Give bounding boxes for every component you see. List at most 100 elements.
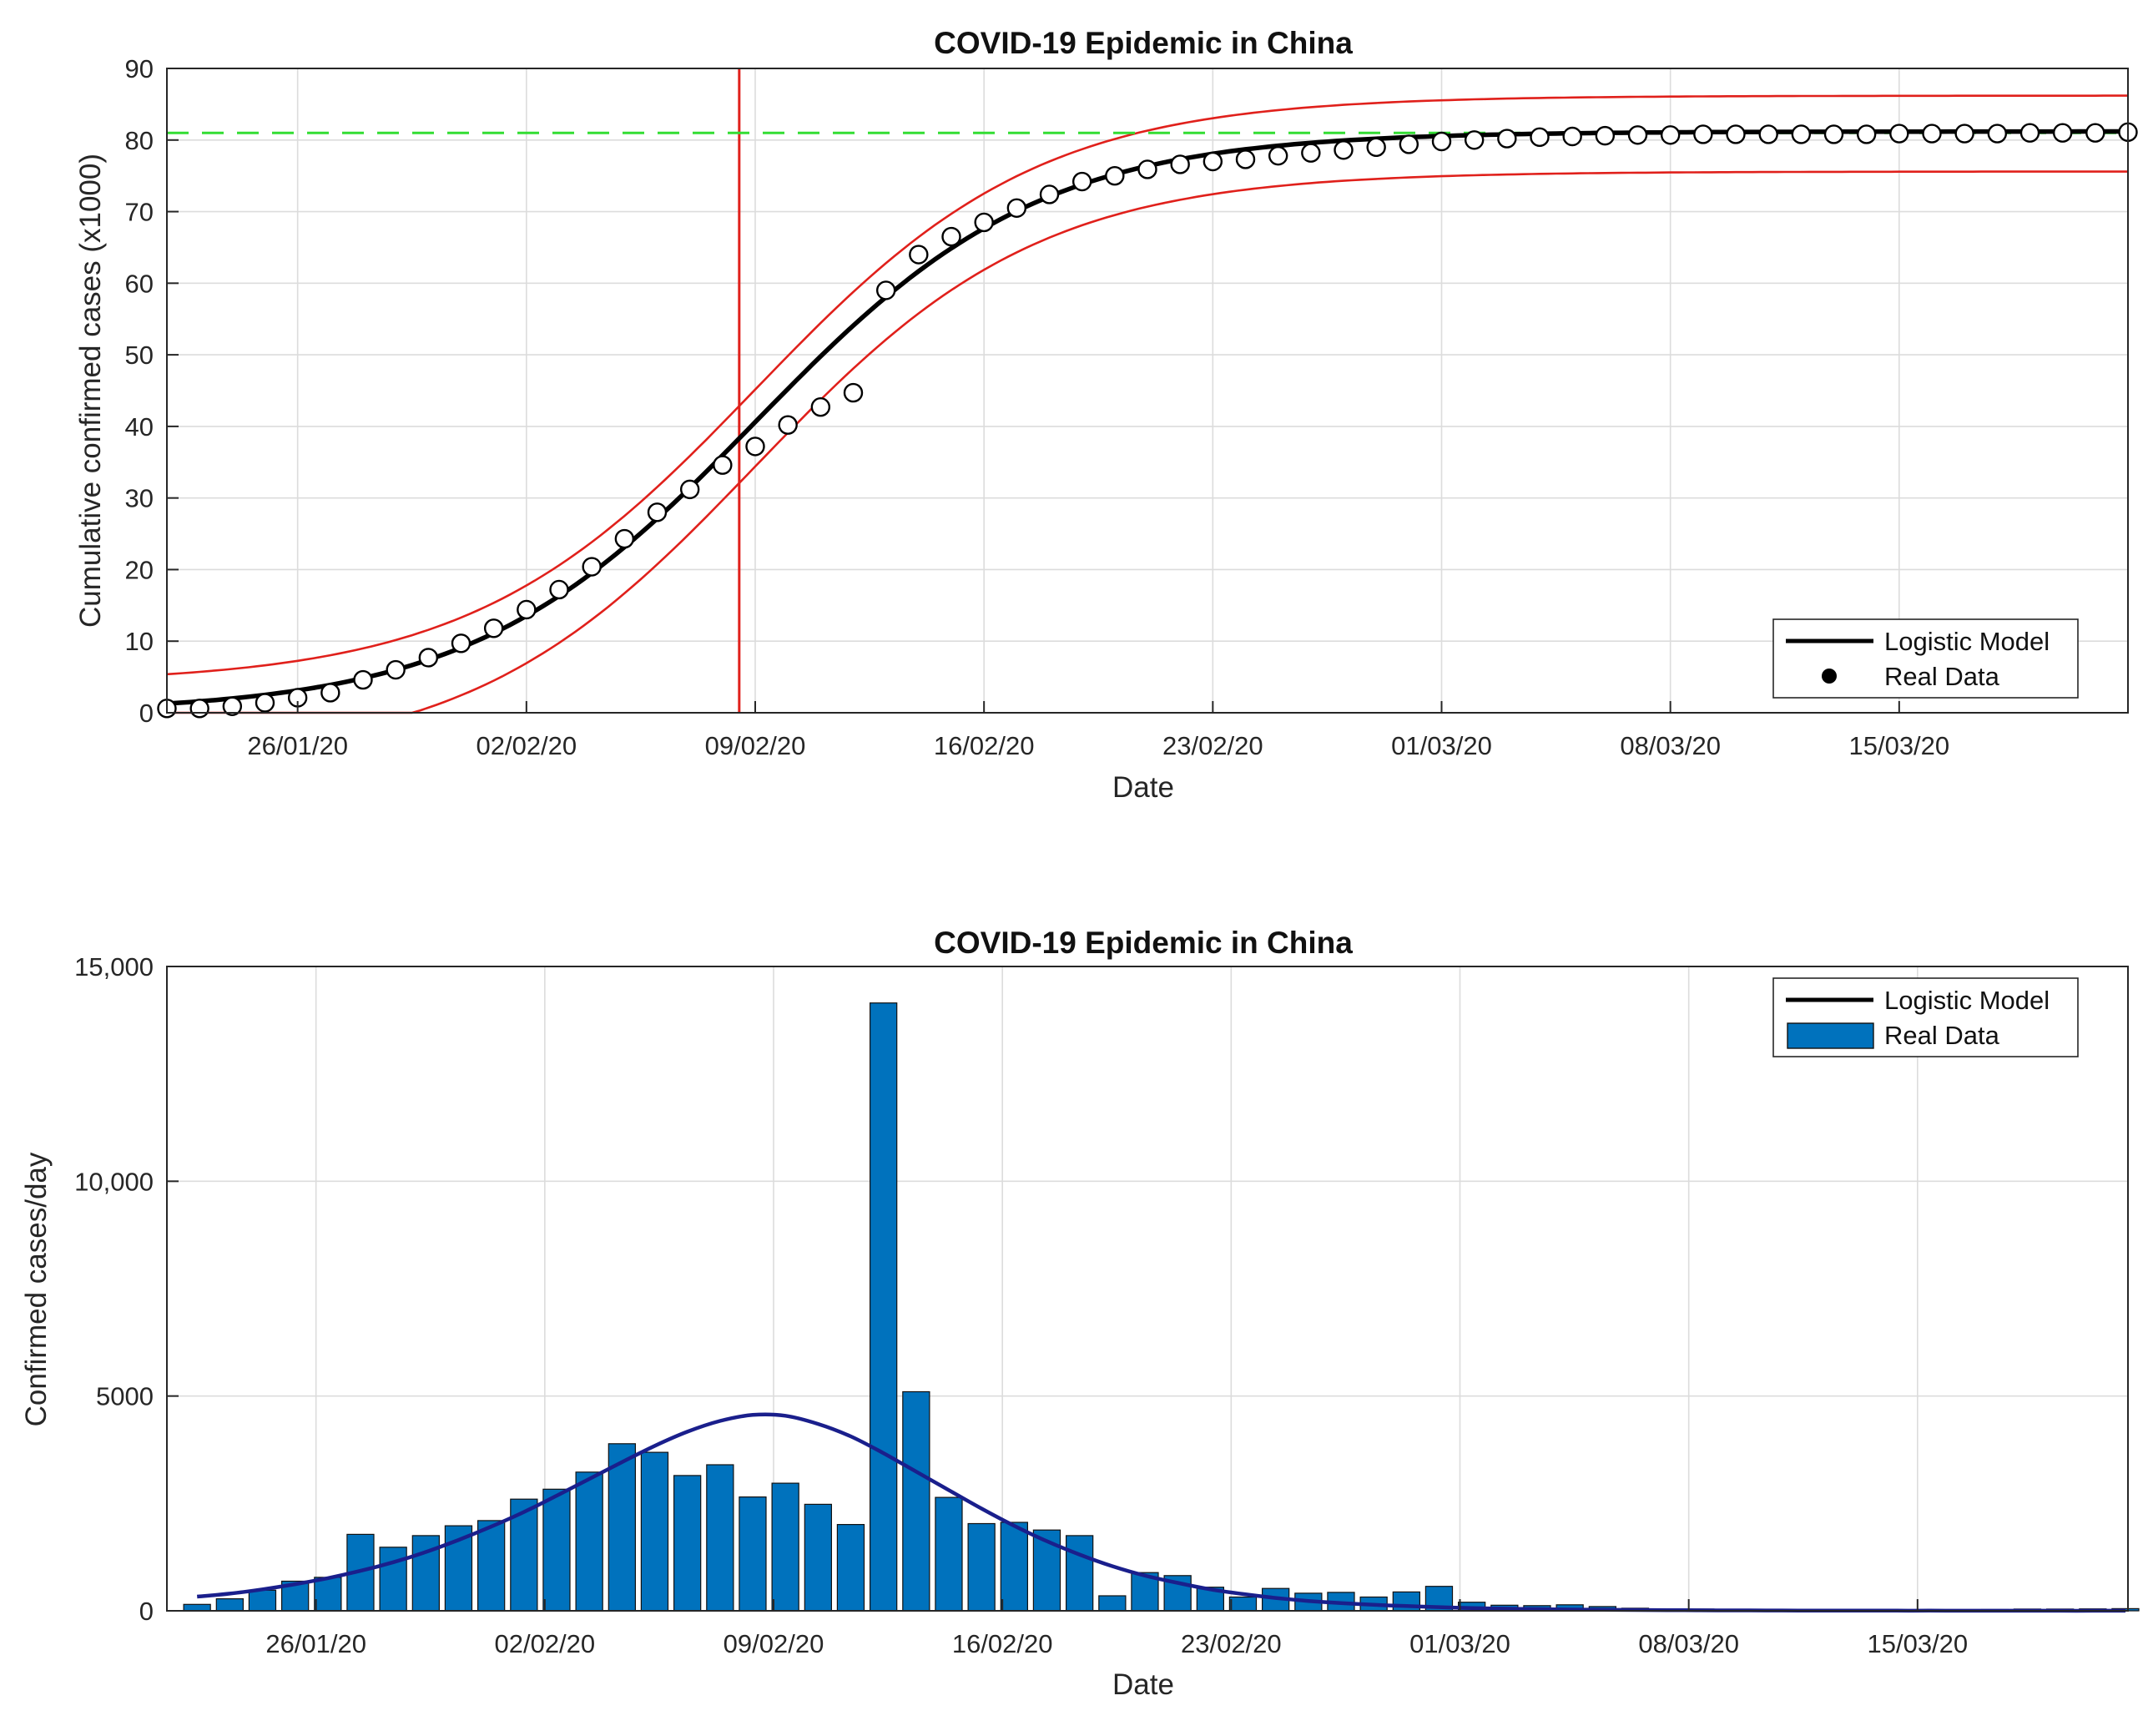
top-legend-model-label: Logistic Model — [1884, 627, 2050, 656]
x-tick-label: 01/03/20 — [1409, 1629, 1510, 1658]
data-point — [778, 415, 798, 435]
data-point — [255, 693, 275, 713]
data-point — [1431, 131, 1452, 152]
daily-bar — [771, 1482, 799, 1612]
data-point — [320, 683, 340, 703]
data-point — [1954, 124, 1974, 144]
daily-cases-chart: COVID-19 Epidemic in China 0 5000 10,000 15… — [20, 926, 2140, 1701]
data-point — [582, 557, 602, 577]
data-point — [974, 212, 994, 233]
y-tick-label: 70 — [125, 198, 154, 227]
y-tick-label: 5000 — [96, 1382, 154, 1411]
x-tick-label: 09/02/20 — [705, 731, 806, 760]
cumulative-cases-chart: COVID-19 Epidemic in China 0 10 20 30 40 50 60… — [74, 26, 2138, 804]
data-point — [517, 599, 537, 620]
data-point — [189, 699, 209, 719]
data-point — [1660, 125, 1681, 145]
data-point — [713, 455, 733, 475]
data-point — [222, 696, 243, 716]
daily-bar — [673, 1475, 702, 1612]
y-tick-label: 10 — [125, 627, 154, 656]
data-point — [745, 437, 765, 457]
y-tick-label: 20 — [125, 555, 154, 584]
data-point — [1203, 151, 1223, 172]
daily-bar — [804, 1503, 832, 1612]
x-tick-label: 15/03/20 — [1848, 731, 1949, 760]
daily-bar — [1065, 1535, 1094, 1612]
data-point — [549, 579, 569, 600]
bottom-x-axis-label: Date — [1112, 1668, 1174, 1701]
x-tick-label: 26/01/20 — [265, 1629, 366, 1658]
data-point — [875, 280, 896, 300]
y-tick-label: 60 — [125, 269, 154, 298]
top-legend: Logistic Model Real Data — [1772, 618, 2079, 699]
bottom-legend: Logistic Model Real Data — [1772, 977, 2079, 1057]
y-tick-label: 50 — [125, 341, 154, 370]
x-tick-label: 08/03/20 — [1620, 731, 1721, 760]
x-tick-label: 15/03/20 — [1867, 1629, 1968, 1658]
data-point — [1235, 149, 1256, 169]
data-point — [1791, 124, 1812, 144]
data-point — [353, 669, 373, 690]
data-point — [451, 633, 471, 654]
daily-bar — [1098, 1595, 1127, 1612]
data-point — [1562, 126, 1582, 147]
bottom-plot-frame — [166, 966, 2129, 1612]
daily-bar — [183, 1603, 211, 1612]
data-point — [1595, 125, 1616, 146]
data-point — [909, 245, 929, 265]
data-point — [1105, 165, 1125, 186]
daily-bar — [1228, 1596, 1258, 1612]
daily-bar — [935, 1496, 963, 1612]
data-point — [2019, 123, 2040, 143]
data-point — [1301, 143, 1321, 163]
daily-bar — [706, 1464, 734, 1612]
data-point — [386, 659, 406, 680]
data-point — [1366, 137, 1386, 158]
daily-bar — [379, 1547, 407, 1612]
data-point — [1693, 124, 1713, 144]
data-point — [1987, 124, 2008, 144]
data-point — [1170, 154, 1190, 174]
data-point — [1071, 171, 1092, 192]
x-tick-label: 16/02/20 — [952, 1629, 1053, 1658]
data-point — [1464, 130, 1485, 150]
x-tick-label: 26/01/20 — [247, 731, 348, 760]
bottom-y-axis-label: Confirmed cases/day — [20, 1152, 53, 1426]
data-point — [2085, 123, 2105, 143]
data-point — [941, 226, 961, 247]
data-point — [1399, 134, 1419, 154]
y-tick-label: 30 — [125, 484, 154, 513]
x-tick-label: 16/02/20 — [934, 731, 1035, 760]
data-point — [1823, 124, 1844, 144]
y-tick-label: 15,000 — [74, 952, 154, 982]
data-point — [483, 618, 504, 638]
data-point — [1006, 198, 1027, 218]
data-point — [1856, 124, 1877, 144]
y-tick-label: 0 — [139, 699, 154, 728]
data-point — [810, 397, 831, 417]
daily-bar — [542, 1488, 571, 1612]
daily-bar — [476, 1520, 506, 1612]
data-point — [1530, 127, 1550, 148]
data-point — [1497, 129, 1517, 149]
data-point — [843, 382, 864, 403]
daily-bar — [314, 1577, 342, 1612]
daily-bar — [967, 1522, 996, 1612]
bottom-chart-title: COVID-19 Epidemic in China — [934, 926, 1353, 960]
top-y-axis-label: Cumulative confirmed cases (x1000) — [74, 154, 107, 628]
legend-bar-swatch — [1787, 1022, 1874, 1049]
daily-bar — [640, 1451, 669, 1612]
y-tick-label: 0 — [139, 1597, 154, 1626]
daily-bar — [215, 1597, 244, 1612]
data-point — [614, 528, 635, 549]
data-point — [1726, 124, 1746, 144]
bottom-legend-data-label: Real Data — [1884, 1021, 2000, 1050]
lower-bound-curve — [167, 170, 2128, 714]
data-point — [1137, 159, 1157, 179]
data-point — [1922, 124, 1942, 144]
x-tick-label: 01/03/20 — [1391, 731, 1492, 760]
data-point — [1039, 184, 1060, 204]
top-plot-frame — [166, 68, 2129, 714]
